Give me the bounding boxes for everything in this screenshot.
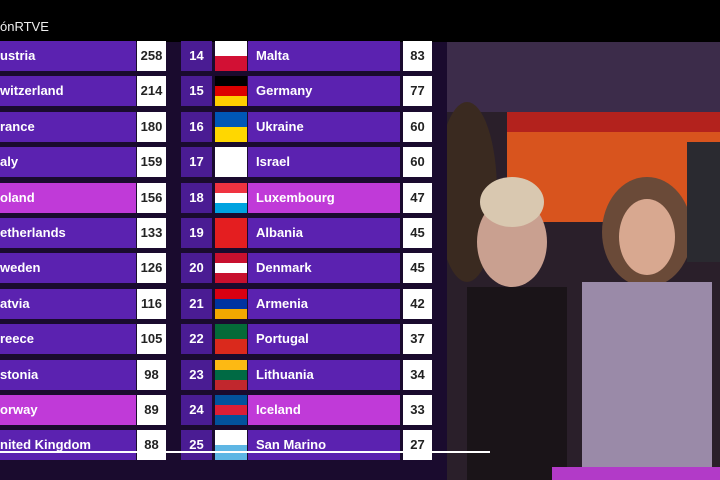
points-box: 37 bbox=[403, 324, 432, 355]
points-box: 45 bbox=[403, 253, 432, 284]
flag bbox=[215, 359, 247, 390]
flag bbox=[215, 76, 247, 107]
flag bbox=[215, 288, 247, 319]
points-box: 47 bbox=[403, 182, 432, 213]
country-bar: San Marino bbox=[248, 430, 400, 461]
flag bbox=[215, 111, 247, 142]
rank-box: 17 bbox=[181, 147, 212, 178]
points-box: 116 bbox=[137, 288, 166, 319]
country-bar: rance bbox=[0, 111, 136, 142]
points-box: 88 bbox=[137, 430, 166, 461]
country-bar: Ukraine bbox=[248, 111, 400, 142]
points-box: 180 bbox=[137, 111, 166, 142]
rank-box: 14 bbox=[181, 41, 212, 71]
country-bar: Armenia bbox=[248, 288, 400, 319]
country-bar: Israel bbox=[248, 147, 400, 178]
flag bbox=[215, 395, 247, 425]
country-bar: Denmark bbox=[248, 253, 400, 284]
country-bar: etherlands bbox=[0, 218, 136, 248]
country-bar: Portugal bbox=[248, 324, 400, 355]
flag bbox=[215, 41, 247, 71]
country-bar: stonia bbox=[0, 359, 136, 390]
points-box: 45 bbox=[403, 218, 432, 248]
country-bar: Lithuania bbox=[248, 359, 400, 390]
country-bar: weden bbox=[0, 253, 136, 284]
country-bar: Albania bbox=[248, 218, 400, 248]
rank-box: 18 bbox=[181, 182, 212, 213]
country-bar: aly bbox=[0, 147, 136, 178]
points-box: 133 bbox=[137, 218, 166, 248]
flag bbox=[215, 253, 247, 284]
rank-box: 21 bbox=[181, 288, 212, 319]
camera-view bbox=[447, 42, 720, 480]
points-box: 77 bbox=[403, 76, 432, 107]
rank-box: 25 bbox=[181, 430, 212, 461]
flag bbox=[215, 324, 247, 355]
top-bar bbox=[0, 0, 720, 42]
flag bbox=[215, 147, 247, 178]
points-box: 89 bbox=[137, 395, 166, 425]
points-box: 156 bbox=[137, 182, 166, 213]
points-box: 98 bbox=[137, 359, 166, 390]
rank-box: 22 bbox=[181, 324, 212, 355]
country-bar: oland bbox=[0, 182, 136, 213]
points-box: 159 bbox=[137, 147, 166, 178]
country-bar: Malta bbox=[248, 41, 400, 71]
rank-box: 20 bbox=[181, 253, 212, 284]
flag bbox=[215, 182, 247, 213]
progress-bar bbox=[0, 451, 490, 453]
points-box: 34 bbox=[403, 359, 432, 390]
rank-box: 24 bbox=[181, 395, 212, 425]
country-bar: nited Kingdom bbox=[0, 430, 136, 461]
country-bar: witzerland bbox=[0, 76, 136, 107]
points-box: 126 bbox=[137, 253, 166, 284]
flag bbox=[215, 218, 247, 248]
points-box: 105 bbox=[137, 324, 166, 355]
points-box: 42 bbox=[403, 288, 432, 319]
country-bar: atvia bbox=[0, 288, 136, 319]
points-box: 258 bbox=[137, 41, 166, 71]
rank-box: 23 bbox=[181, 359, 212, 390]
country-bar: Iceland bbox=[248, 395, 400, 425]
rank-box: 15 bbox=[181, 76, 212, 107]
points-box: 60 bbox=[403, 147, 432, 178]
points-box: 33 bbox=[403, 395, 432, 425]
points-box: 83 bbox=[403, 41, 432, 71]
country-bar: ustria bbox=[0, 41, 136, 71]
country-bar: Luxembourg bbox=[248, 182, 400, 213]
rank-box: 16 bbox=[181, 111, 212, 142]
country-bar: reece bbox=[0, 324, 136, 355]
flag bbox=[215, 430, 247, 461]
country-bar: Germany bbox=[248, 76, 400, 107]
country-bar: orway bbox=[0, 395, 136, 425]
channel-label: ónRTVE bbox=[0, 19, 49, 34]
points-box: 27 bbox=[403, 430, 432, 461]
points-box: 214 bbox=[137, 76, 166, 107]
points-box: 60 bbox=[403, 111, 432, 142]
rank-box: 19 bbox=[181, 218, 212, 248]
